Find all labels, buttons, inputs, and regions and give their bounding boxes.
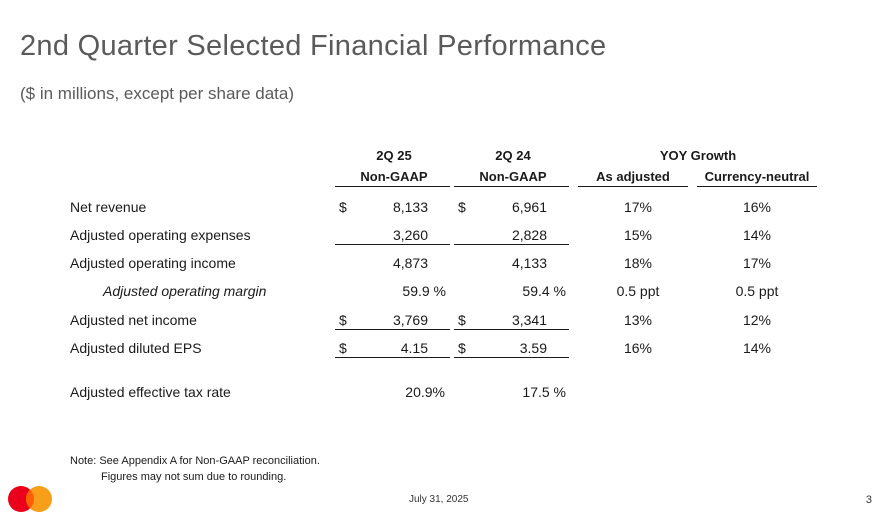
row-label: Adjusted operating income	[70, 255, 236, 271]
value-2q24: 3.59	[519, 340, 547, 356]
header-underline-as-adjusted	[578, 186, 688, 187]
dollar-sign: $	[339, 199, 347, 215]
subtotal-rule-2q25	[335, 244, 450, 245]
value-2q24: 4,133	[511, 255, 547, 271]
row-label: Adjusted operating margin	[103, 283, 267, 299]
footnote-line-1: Note: See Appendix A for Non-GAAP reconc…	[70, 455, 320, 467]
logo-orange-circle	[26, 486, 52, 512]
row-label: Adjusted diluted EPS	[70, 340, 202, 356]
dollar-sign: $	[458, 340, 466, 356]
eps-rule-2q24	[454, 357, 569, 358]
value-2q25: 20.9%	[405, 384, 445, 400]
net-income-rule-2q24	[454, 329, 569, 330]
table-row: Adjusted net income $ 3,769 $ 3,341 13% …	[0, 311, 885, 329]
value-2q25: 4,873	[392, 255, 428, 271]
value-2q24: 59.4 %	[522, 283, 566, 299]
col-2q25-header-line2: Non-GAAP	[360, 169, 428, 184]
table-row: Adjusted effective tax rate 20.9% 17.5 %	[0, 383, 885, 401]
row-label: Adjusted operating expenses	[70, 227, 251, 243]
value-2q25: 4.15	[400, 340, 428, 356]
growth-currency-neutral: 17%	[742, 255, 772, 271]
col-2q25-header-line1: 2Q 25	[376, 148, 412, 163]
value-2q25: 8,133	[392, 199, 428, 215]
growth-currency-neutral: 16%	[742, 199, 772, 215]
header-underline-currency-neutral	[697, 186, 817, 187]
net-income-rule-2q25	[335, 329, 450, 330]
growth-as-adjusted: 18%	[623, 255, 653, 271]
value-2q24: 3,341	[511, 312, 547, 328]
footer-date: July 31, 2025	[409, 494, 469, 505]
growth-currency-neutral: 14%	[742, 227, 772, 243]
col-2q24-header-line2: Non-GAAP	[479, 169, 547, 184]
col-2q24-header: 2Q 24 Non-GAAP	[454, 148, 572, 185]
value-2q24: 2,828	[511, 227, 547, 243]
col-2q24-header-line1: 2Q 24	[495, 148, 531, 163]
dollar-sign: $	[339, 312, 347, 328]
table-row: Adjusted operating income 4,873 4,133 18…	[0, 254, 885, 272]
value-2q24: 6,961	[511, 199, 547, 215]
page-subtitle: ($ in millions, except per share data)	[20, 84, 295, 103]
currency-neutral-header: Currency-neutral	[704, 169, 810, 184]
mastercard-logo-icon	[8, 486, 52, 512]
footnote-line-2: Figures may not sum due to rounding.	[101, 471, 287, 483]
yoy-growth-header: YOY Growth	[659, 148, 737, 163]
logo-red-circle	[8, 486, 34, 512]
growth-currency-neutral: 12%	[742, 312, 772, 328]
value-2q25: 3,260	[392, 227, 428, 243]
col-2q25-header: 2Q 25 Non-GAAP	[335, 148, 453, 185]
header-underline-2q24	[454, 186, 569, 187]
dollar-sign: $	[458, 312, 466, 328]
header-underline-2q25	[335, 186, 450, 187]
table-row: Net revenue $ 8,133 $ 6,961 17% 16%	[0, 198, 885, 216]
subtotal-rule-2q24	[454, 244, 569, 245]
as-adjusted-header: As adjusted	[596, 169, 670, 184]
footnote: Note: See Appendix A for Non-GAAP reconc…	[70, 453, 320, 485]
dollar-sign: $	[458, 199, 466, 215]
growth-currency-neutral: 14%	[742, 340, 772, 356]
page-number: 3	[865, 494, 872, 506]
table-row: Adjusted diluted EPS $ 4.15 $ 3.59 16% 1…	[0, 339, 885, 357]
row-label: Adjusted effective tax rate	[70, 384, 231, 400]
growth-as-adjusted: 13%	[623, 312, 653, 328]
table-row: Adjusted operating margin 59.9 % 59.4 % …	[0, 282, 885, 300]
row-label: Adjusted net income	[70, 312, 197, 328]
eps-rule-2q25	[335, 357, 450, 358]
value-2q24: 17.5 %	[522, 384, 566, 400]
row-label: Net revenue	[70, 199, 147, 215]
growth-currency-neutral: 0.5 ppt	[735, 283, 779, 299]
dollar-sign: $	[339, 340, 347, 356]
growth-as-adjusted: 17%	[623, 199, 653, 215]
growth-as-adjusted: 15%	[623, 227, 653, 243]
value-2q25: 59.9 %	[402, 283, 446, 299]
page-title: 2nd Quarter Selected Financial Performan…	[20, 30, 607, 62]
growth-as-adjusted: 16%	[623, 340, 653, 356]
growth-as-adjusted: 0.5 ppt	[616, 283, 660, 299]
logo-overlap	[25, 489, 35, 509]
table-row: Adjusted operating expenses 3,260 2,828 …	[0, 226, 885, 244]
value-2q25: 3,769	[392, 312, 428, 328]
